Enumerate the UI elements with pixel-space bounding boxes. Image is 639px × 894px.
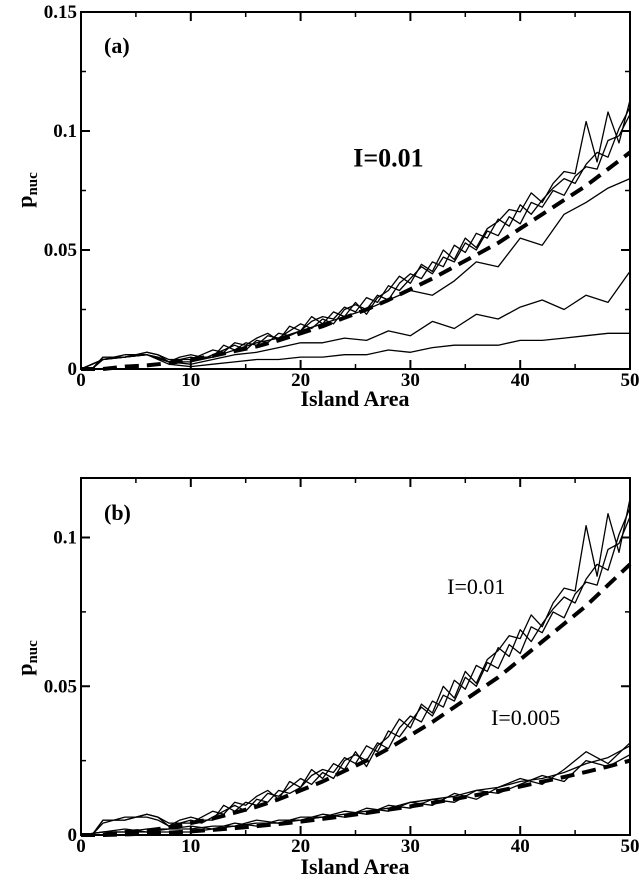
panel-a: 0 10 20 30 40 50 0 0.05 0.1 0.15 (a) I=0.01 Islan… bbox=[12, 2, 639, 411]
svg-text:pnuc: pnuc bbox=[12, 640, 41, 676]
y-axis-title-sub-b: nuc bbox=[25, 640, 41, 664]
simulation-curve bbox=[81, 516, 631, 836]
x-tick-label: 30 bbox=[401, 836, 420, 857]
simulation-curve bbox=[80, 332, 630, 370]
fit-curve-dashed bbox=[81, 150, 632, 371]
curves-a bbox=[80, 99, 632, 371]
svg-text:pnuc: pnuc bbox=[12, 172, 41, 208]
x-tick-label: 40 bbox=[511, 370, 530, 391]
x-tick-label: 10 bbox=[181, 370, 200, 391]
annotation-b-intensity-low: I=0.005 bbox=[491, 705, 560, 730]
plot-frame-a bbox=[80, 11, 631, 370]
y-tick-label: 0 bbox=[68, 825, 78, 846]
x-axis-title-b: Island Area bbox=[300, 854, 409, 879]
simulation-curve bbox=[81, 498, 631, 836]
y-tick-label: 0 bbox=[68, 359, 78, 380]
annotation-b-intensity-high: I=0.01 bbox=[447, 574, 505, 599]
fit-curve-dashed bbox=[81, 562, 632, 837]
y-axis-title-a: pnuc bbox=[12, 172, 41, 208]
ticks-a: 0 10 20 30 40 50 0 0.05 0.1 0.15 bbox=[44, 2, 639, 391]
x-tick-label: 0 bbox=[76, 836, 86, 857]
y-axis-title-b: pnuc bbox=[12, 640, 41, 676]
y-axis-title-sub-a: nuc bbox=[25, 172, 41, 196]
annotation-a-intensity: I=0.01 bbox=[353, 144, 423, 173]
y-axis-title-main-a: p bbox=[12, 196, 37, 208]
x-tick-label: 10 bbox=[181, 836, 200, 857]
panel-label-b: (b) bbox=[104, 500, 131, 525]
simulation-curve bbox=[81, 99, 631, 370]
curves-b bbox=[80, 498, 632, 837]
x-tick-label: 50 bbox=[621, 836, 639, 857]
y-tick-label: 0.05 bbox=[44, 676, 77, 697]
y-tick-label: 0.15 bbox=[44, 2, 77, 23]
x-tick-label: 40 bbox=[511, 836, 530, 857]
y-tick-label: 0.1 bbox=[53, 121, 77, 142]
y-tick-label: 0.05 bbox=[44, 240, 77, 261]
x-tick-label: 0 bbox=[76, 370, 86, 391]
y-tick-label: 0.1 bbox=[53, 528, 77, 549]
x-axis-title-a: Island Area bbox=[300, 386, 409, 411]
simulation-curve bbox=[81, 106, 631, 370]
x-tick-label: 20 bbox=[291, 836, 310, 857]
y-axis-title-main-b: p bbox=[12, 664, 37, 676]
x-tick-label: 30 bbox=[401, 370, 420, 391]
fit-curve-dashed bbox=[81, 758, 631, 837]
panel-label-a: (a) bbox=[104, 33, 130, 58]
panel-b: 0 10 20 30 40 50 0 0.05 0.1 (b) I=0.01 I=0.005 I… bbox=[12, 477, 639, 879]
simulation-curve bbox=[81, 507, 631, 836]
x-tick-label: 20 bbox=[291, 370, 310, 391]
ticks-b: 0 10 20 30 40 50 0 0.05 0.1 bbox=[44, 478, 639, 857]
x-tick-label: 50 bbox=[621, 370, 639, 391]
